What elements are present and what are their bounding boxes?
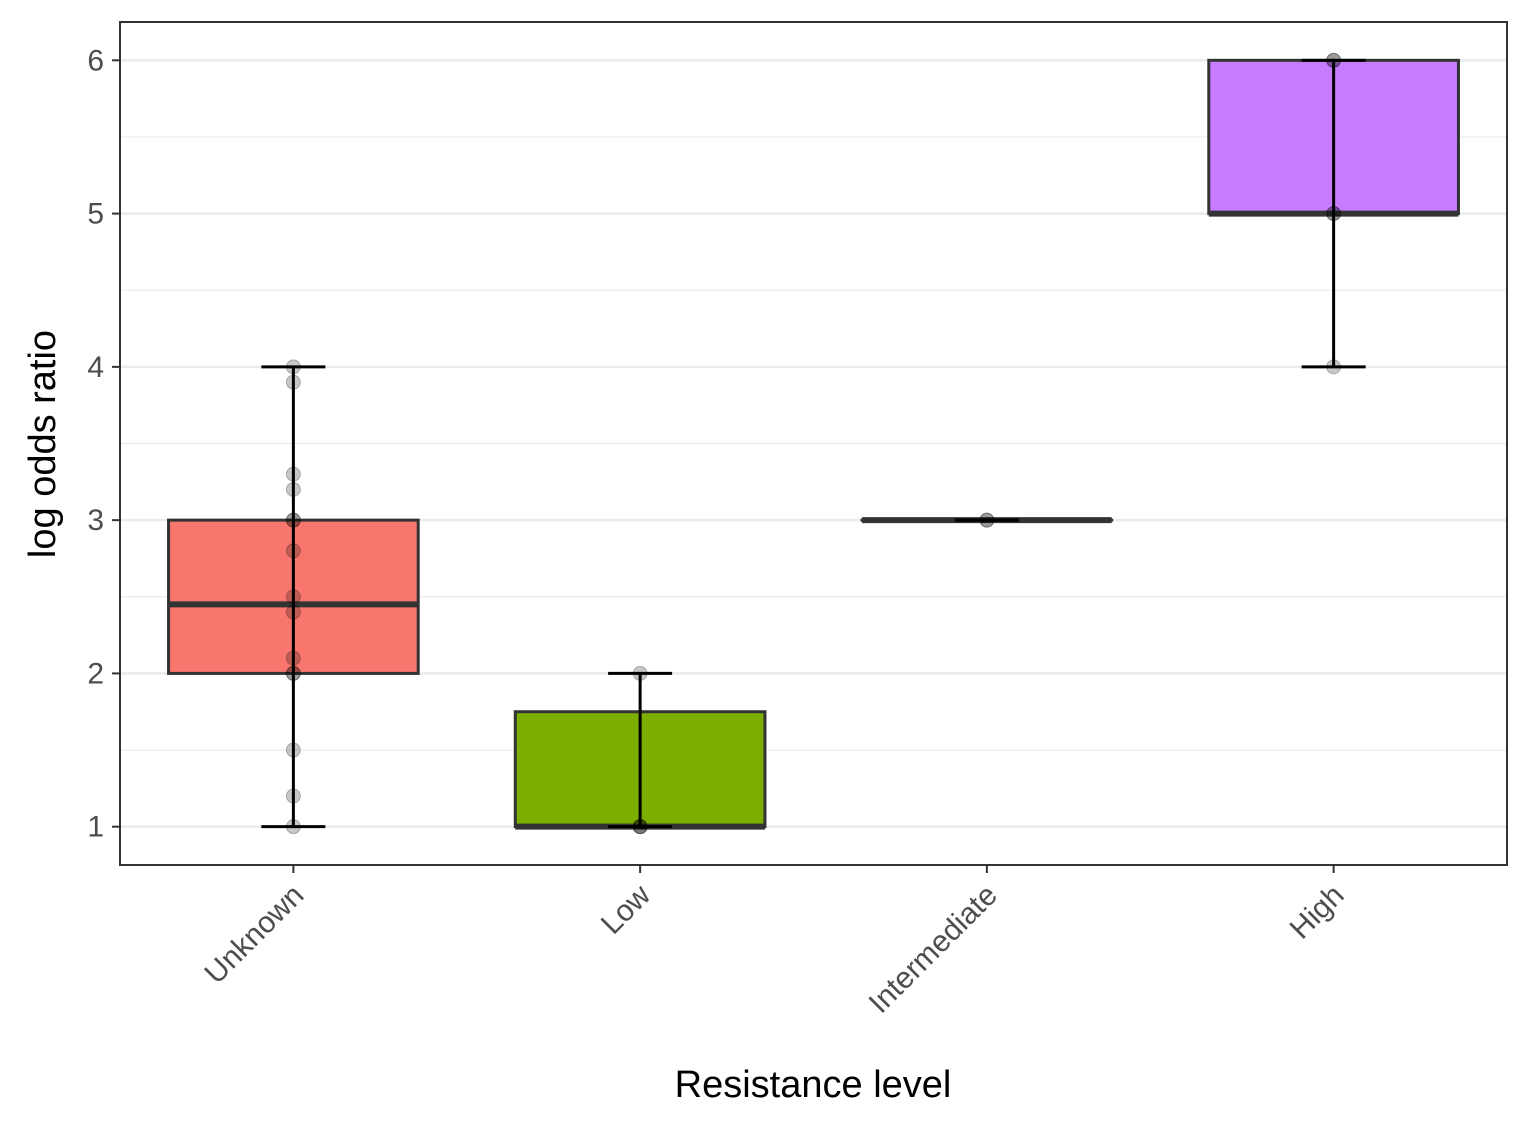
point-layer	[285, 52, 1342, 835]
data-point	[285, 665, 301, 681]
data-point	[285, 512, 301, 528]
data-point	[632, 665, 648, 681]
box-low	[513, 671, 767, 830]
y-tick-label: 5	[87, 198, 104, 231]
data-point	[979, 512, 995, 528]
box-high	[1207, 58, 1460, 369]
data-point	[1326, 359, 1342, 375]
y-axis-title: log odds ratio	[22, 330, 64, 558]
data-point	[285, 543, 301, 559]
y-tick-label: 4	[87, 351, 104, 384]
data-point	[285, 359, 301, 375]
data-point	[285, 481, 301, 497]
data-point	[632, 819, 648, 835]
plot-panel-border	[119, 21, 1508, 866]
x-axis-title: Resistance level	[675, 1064, 952, 1106]
data-point	[285, 665, 301, 681]
y-tick-label: 6	[87, 44, 104, 77]
data-point	[632, 819, 648, 835]
data-point	[285, 604, 301, 620]
data-point	[285, 650, 301, 666]
data-point	[285, 589, 301, 605]
y-tick-label: 2	[87, 657, 104, 690]
box-unknown	[167, 365, 420, 829]
data-point	[285, 788, 301, 804]
box-layer	[167, 58, 1460, 830]
y-axis: 1 2 3 4 5 6	[87, 44, 120, 844]
y-tick-label: 3	[87, 504, 104, 537]
data-point	[285, 374, 301, 390]
data-point	[1326, 52, 1342, 68]
data-point	[1326, 206, 1342, 222]
data-point	[632, 819, 648, 835]
y-tick-label: 1	[87, 811, 104, 844]
data-point	[1326, 206, 1342, 222]
data-point	[1326, 52, 1342, 68]
data-point	[979, 512, 995, 528]
data-point	[285, 742, 301, 758]
data-point	[285, 819, 301, 835]
data-point	[285, 466, 301, 482]
data-point	[285, 512, 301, 528]
